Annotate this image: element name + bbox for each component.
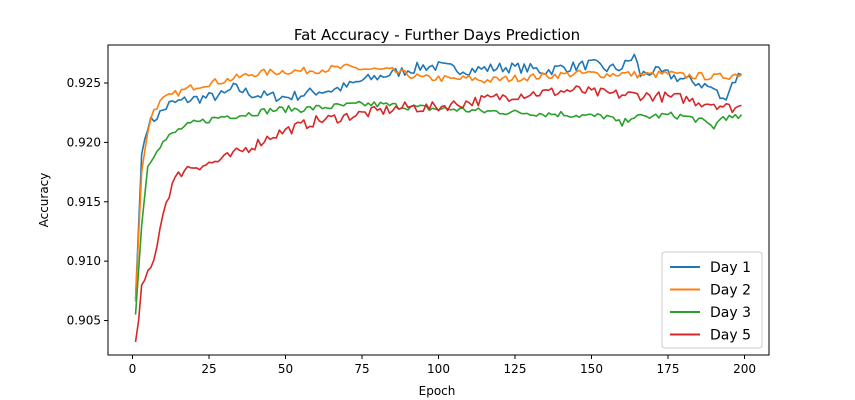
- x-tick-label: 50: [278, 362, 293, 376]
- legend-label: Day 5: [710, 328, 751, 344]
- x-tick-label: 175: [657, 362, 680, 376]
- y-axis-label: Accuracy: [37, 173, 51, 228]
- legend-label: Day 3: [710, 305, 751, 321]
- y-axis: 0.905 0.910 0.915 0.920 0.925: [67, 76, 108, 328]
- legend-label: Day 2: [710, 283, 751, 299]
- legend: Day 1 Day 2 Day 3 Day 5: [661, 251, 763, 349]
- plot-area: [107, 44, 770, 356]
- x-tick-label: 100: [427, 362, 450, 376]
- x-axis-label: Epoch: [419, 384, 456, 398]
- y-tick-label: 0.910: [67, 254, 101, 268]
- legend-label: Day 1: [710, 260, 751, 276]
- x-tick-label: 150: [580, 362, 603, 376]
- y-tick-label: 0.915: [67, 195, 101, 209]
- y-tick-label: 0.920: [67, 135, 101, 149]
- x-tick-label: 25: [201, 362, 216, 376]
- legend-box: [661, 251, 763, 349]
- x-tick-label: 0: [129, 362, 137, 376]
- series-line-day-1: [134, 53, 742, 300]
- x-tick-label: 125: [504, 362, 527, 376]
- y-tick-label: 0.925: [67, 76, 101, 90]
- series-line-day-5: [134, 85, 742, 343]
- x-tick-label: 75: [354, 362, 369, 376]
- chart-title: Fat Accuracy - Further Days Prediction: [294, 26, 580, 44]
- series-line-day-2: [134, 63, 742, 302]
- y-tick-label: 0.905: [67, 314, 101, 328]
- x-tick-label: 200: [733, 362, 756, 376]
- series-layer: [134, 53, 743, 343]
- x-axis: 0 25 50 75 100 125 150 175 200: [129, 355, 756, 376]
